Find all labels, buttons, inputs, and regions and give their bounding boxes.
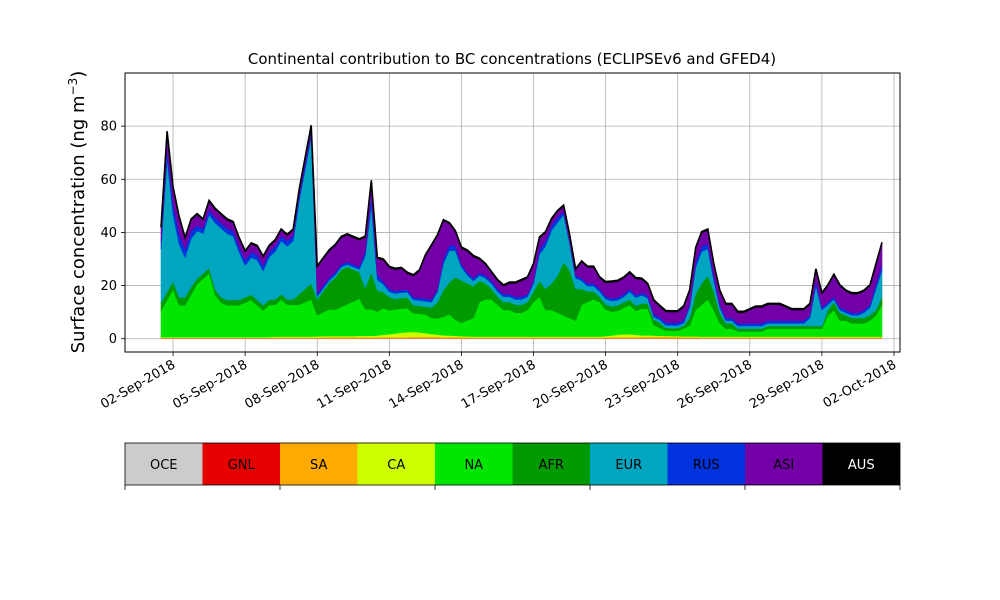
chart-title: Continental contribution to BC concentra… — [248, 50, 776, 68]
y-axis-label-close: ) — [68, 71, 89, 78]
legend-swatch-ca — [357, 443, 435, 485]
legend-label: OCE — [150, 458, 178, 473]
legend-label: EUR — [615, 458, 642, 473]
legend-colorbar: OCE GNL SA CA NA AFR EUR RUS ASI AUS — [124, 442, 901, 490]
legend-swatch-asi — [745, 443, 823, 485]
legend-label: AUS — [848, 458, 875, 473]
y-tick-label: 80 — [100, 120, 117, 135]
legend-swatch-sa — [280, 443, 358, 485]
legend-swatch-rus — [667, 443, 745, 485]
y-axis-label-main: Surface concentration (ng m — [68, 95, 89, 353]
y-tick-label: 40 — [100, 226, 117, 241]
legend-swatch-eur — [590, 443, 668, 485]
total-outline — [160, 125, 883, 313]
legend-label: SA — [310, 458, 327, 473]
legend-label: NA — [464, 458, 483, 473]
legend-label: AFR — [539, 458, 564, 473]
y-tick-label: 20 — [100, 279, 117, 294]
legend-label: ASI — [773, 458, 794, 473]
y-axis-label: Surface concentration (ng m−3) — [66, 71, 89, 354]
legend-swatch-oce — [125, 443, 203, 485]
legend-swatch-gnl — [202, 443, 280, 485]
y-tick-label: 0 — [109, 332, 117, 347]
y-ticks: 0 20 40 60 80 — [100, 120, 125, 347]
y-axis-label-sup: −3 — [66, 78, 80, 96]
legend-label: CA — [387, 458, 405, 473]
legend-label: RUS — [693, 458, 720, 473]
legend-swatch-afr — [512, 443, 590, 485]
stacked-areas — [160, 125, 883, 339]
legend-swatch-aus — [822, 443, 900, 485]
legend-swatch-na — [435, 443, 513, 485]
legend-frame — [124, 442, 901, 486]
legend-label: GNL — [228, 458, 256, 473]
plot-frame — [124, 72, 901, 353]
y-tick-label: 60 — [100, 173, 117, 188]
